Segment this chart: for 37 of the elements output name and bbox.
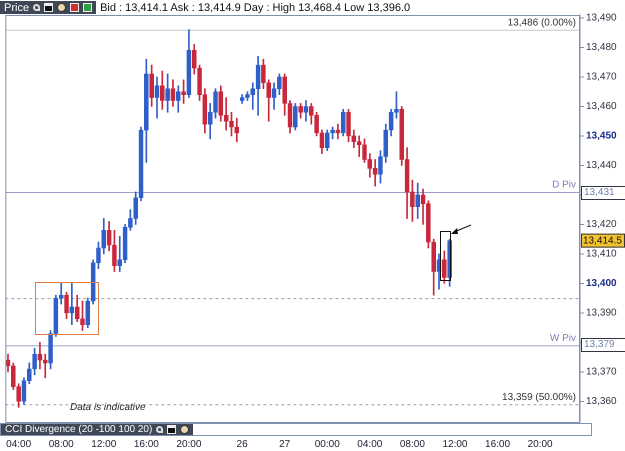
y-tick-label: 13,370 [586,366,618,378]
ref-line-label: 13,359 (50.00%) [502,392,576,404]
x-tick-label: 20:00 [528,438,554,450]
y-tick-label: 13,360 [586,396,618,408]
x-tick-label: 12:00 [91,438,117,450]
candlestick [38,342,42,370]
ref-line-label: D Piv [552,180,576,191]
x-tick-label: 04:00 [6,438,32,450]
y-tick-label: 13,400 [586,278,618,290]
x-tick-label: 12:00 [442,438,468,450]
y-tick-label: 13,450 [586,130,618,142]
ref-line-label: W Piv [550,333,576,344]
x-tick-label: 08:00 [48,438,74,450]
y-tick-label: 13,410 [586,248,618,260]
y-tick-label: 13,420 [586,219,618,230]
x-tick-label: 16:00 [485,438,510,450]
x-tick-label: 27 [279,438,291,450]
x-tick-label: 08:00 [400,438,426,450]
y-tick-label: 13,440 [586,160,618,172]
x-tick-label: 26 [236,438,248,450]
x-tick-label: 16:00 [134,438,160,450]
x-tick-label: 00:00 [314,438,340,450]
text: Price [4,2,30,14]
ref-line-label: 13,486 (0.00%) [508,17,576,28]
y-tick-label: 13,390 [586,308,618,319]
x-tick-label: 04:00 [357,438,383,450]
annotation: Data is indicative [70,402,146,413]
text: Bid : 13,414.1 Ask : 13,414.9 Day : High 13,468.4 Low 13,396.0 [100,2,410,14]
annotation: 13,414.5 [583,235,622,246]
y-tick-label: 13,480 [586,42,618,54]
text: 13,379 [581,338,625,352]
x-tick-label: 20:00 [176,438,202,450]
text: CCI Divergence (20 -100 100 20) [5,424,152,435]
text: 13,431 [581,186,625,200]
y-tick-label: 13,460 [586,101,618,112]
y-tick-label: 13,470 [586,72,618,83]
y-tick-label: 13,490 [586,12,618,24]
